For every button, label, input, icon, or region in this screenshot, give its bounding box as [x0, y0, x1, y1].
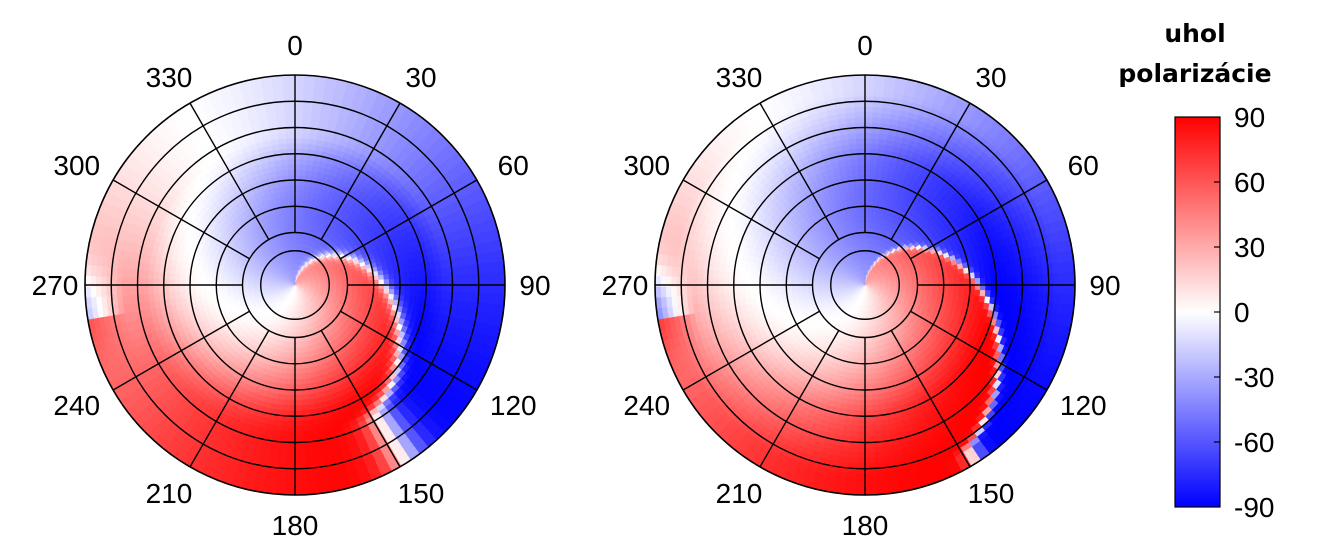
- angular-tick-label: 180: [272, 510, 319, 541]
- angular-tick-label: 210: [146, 478, 193, 509]
- heatmap-cell: [292, 242, 296, 249]
- heatmap-cell: [291, 232, 296, 239]
- heatmap-cell: [294, 274, 296, 281]
- angular-tick-label: 30: [405, 62, 436, 93]
- angular-tick-label: 270: [32, 270, 79, 301]
- angular-tick-label: 150: [398, 478, 445, 509]
- heatmap-cell: [293, 258, 296, 265]
- angular-tick-label: 90: [519, 270, 550, 301]
- heatmap-cell: [292, 253, 296, 260]
- heatmap-cell: [291, 237, 296, 244]
- angular-tick-label: 60: [498, 150, 529, 181]
- angular-tick-label: 300: [53, 150, 100, 181]
- angular-tick-label: 330: [146, 62, 193, 93]
- angular-tick-label: 240: [53, 390, 100, 421]
- heatmap-cell: [293, 263, 296, 270]
- angular-tick-label: 0: [287, 30, 303, 61]
- heatmap-cell: [293, 268, 296, 275]
- angular-tick-label: 120: [490, 390, 537, 421]
- polar-panel-left: 0 30 60 90 120 150 180 210 240 270 300 330: [32, 30, 551, 541]
